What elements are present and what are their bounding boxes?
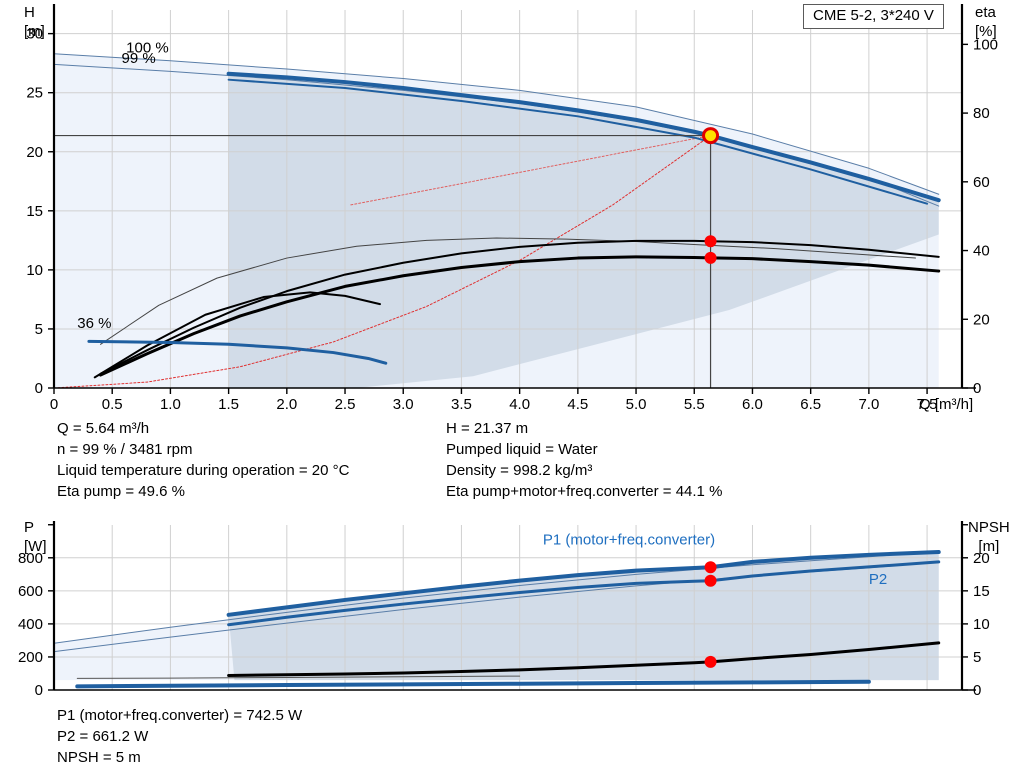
q-axis-caption-text: Q [m³/h] (919, 396, 974, 413)
y-tick-label: 5 (35, 321, 43, 338)
y2-tick-label: 0 (973, 380, 981, 397)
h-axis-caption-line2: [m] (24, 23, 45, 40)
x-tick-label: 3.5 (451, 396, 472, 413)
info-p2: P2 = 661.2 W (57, 728, 149, 745)
p-tick-label: 600 (18, 583, 43, 600)
y-tick-label: 25 (26, 85, 43, 102)
y-tick-label: 30 (26, 26, 43, 43)
info-npsh: NPSH = 5 m (57, 749, 141, 766)
eta-axis-caption: eta [%] (975, 3, 997, 41)
chart-annotation: 36 % (77, 315, 111, 332)
x-tick-label: 7.0 (858, 396, 879, 413)
npsh-axis-caption-line2: [m] (978, 538, 1000, 555)
p-tick-label: 200 (18, 649, 43, 666)
x-tick-label: 6.0 (742, 396, 763, 413)
info-pumped-liquid: Pumped liquid = Water (446, 441, 598, 458)
npsh-tick-label: 10 (973, 616, 990, 633)
npsh-tick-label: 5 (973, 649, 981, 666)
eta-axis-caption-line1: eta (975, 4, 996, 21)
npsh-tick-label: 0 (973, 682, 981, 699)
npsh-axis-caption-line1: NPSH (968, 519, 1010, 536)
x-tick-label: 3.0 (393, 396, 414, 413)
eta-axis-caption-line2: [%] (975, 23, 997, 40)
x-tick-label: 1.0 (160, 396, 181, 413)
bottom-info: P1 (motor+freq.converter) = 742.5 W P2 =… (57, 705, 302, 768)
p-axis-caption-line1: P (24, 519, 35, 536)
info-h: H = 21.37 m (446, 420, 529, 437)
y-tick-label: 20 (26, 144, 43, 161)
x-tick-label: 4.5 (567, 396, 588, 413)
info-q: Q = 5.64 m³/h (57, 420, 150, 437)
x-tick-label: 2.5 (335, 396, 356, 413)
info-eta-pump: Eta pump = 49.6 % (57, 483, 185, 500)
q-axis-caption: Q [m³/h] (919, 396, 973, 413)
pump-title-box: CME 5-2, 3*240 V (803, 4, 944, 29)
info-n: n = 99 % / 3481 rpm (57, 441, 193, 458)
p-axis-caption-line2: [W] (24, 538, 47, 555)
info-eta-total: Eta pump+motor+freq.converter = 44.1 % (446, 483, 723, 500)
y-tick-label: 15 (26, 203, 43, 220)
x-tick-label: 0 (50, 396, 58, 413)
chart-annotation: P2 (869, 571, 887, 588)
chart-annotation: 99 % (122, 50, 156, 67)
h-axis-caption: H [m] (24, 3, 45, 41)
x-tick-label: 2.0 (276, 396, 297, 413)
info-p1: P1 (motor+freq.converter) = 742.5 W (57, 707, 303, 724)
pump-title: CME 5-2, 3*240 V (813, 7, 934, 24)
info-density: Density = 998.2 kg/m³ (446, 462, 593, 479)
npsh-tick-label: 20 (973, 550, 990, 567)
y-tick-label: 10 (26, 262, 43, 279)
p-tick-label: 400 (18, 616, 43, 633)
x-tick-label: 6.5 (800, 396, 821, 413)
h-axis-caption-line1: H (24, 4, 35, 21)
y-tick-label: 0 (35, 380, 43, 397)
chart-annotation: P1 (motor+freq.converter) (543, 532, 715, 549)
x-tick-label: 5.0 (626, 396, 647, 413)
p-axis-caption: P [W] (24, 518, 47, 556)
chart-annotation: 100 % (126, 40, 169, 57)
y2-tick-label: 40 (973, 243, 990, 260)
head-efficiency-chart: 100 %99 % 36 % 0 0.5 1.0 1.5 2.0 2.5 3.0 3.5 4.0 4.… (26, 4, 998, 413)
x-tick-label: 1.5 (218, 396, 239, 413)
power-npsh-chart: P1 (motor+freq.converter)P20200400600800… (18, 521, 990, 699)
top-info-left: Q = 5.64 m³/h n = 99 % / 3481 rpm Liquid… (57, 418, 349, 502)
x-tick-label: 7.5 (917, 396, 938, 413)
y2-tick-label: 60 (973, 174, 990, 191)
x-tick-label: 5.5 (684, 396, 705, 413)
info-liquid-temp: Liquid temperature during operation = 20… (57, 462, 350, 479)
y2-tick-label: 20 (973, 311, 990, 328)
y2-tick-label: 100 (973, 36, 998, 53)
y2-tick-label: 80 (973, 105, 990, 122)
p-tick-label: 800 (18, 550, 43, 567)
npsh-tick-label: 15 (973, 583, 990, 600)
top-info-right: H = 21.37 m Pumped liquid = Water Densit… (446, 418, 722, 502)
p-tick-label: 0 (35, 682, 43, 699)
npsh-axis-caption: NPSH [m] (968, 518, 1010, 556)
x-tick-label: 4.0 (509, 396, 530, 413)
x-tick-label: 0.5 (102, 396, 123, 413)
